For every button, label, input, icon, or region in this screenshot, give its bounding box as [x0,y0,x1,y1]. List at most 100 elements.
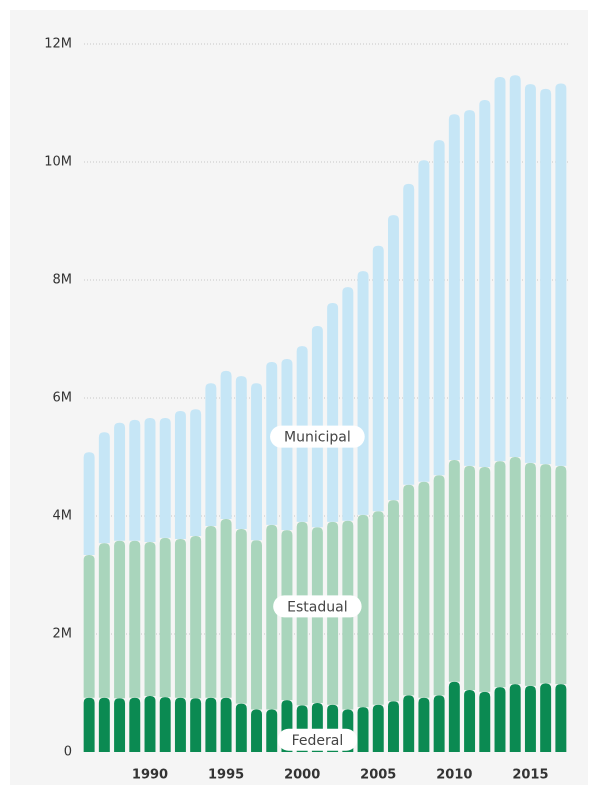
bar-segment [98,432,110,544]
bar-segment [205,697,217,752]
bar-segment [433,695,445,752]
bar-segment [555,83,567,466]
bar-segment [174,410,186,540]
bar-segment [266,709,278,752]
bar-segment [114,540,126,699]
x-tick-label: 1995 [208,768,244,783]
bar-segment [403,183,415,485]
series-label: Estadual [273,595,362,618]
bar-segment [418,481,430,698]
bar-segment [327,303,339,522]
y-tick-label: 12M [44,37,72,52]
bar-segment [555,684,567,752]
bar-segment [159,537,171,698]
bar-segment [357,514,369,708]
bar-segment [509,457,521,685]
bar-segment [388,701,399,752]
bar-segment [83,452,95,555]
bar-segment [174,697,186,752]
series-label-box [277,728,358,751]
bar-segment [494,461,506,688]
bar-segment [266,524,278,710]
y-tick-label: 4M [53,509,73,524]
bar-segment [190,409,202,537]
bar-segment [464,465,476,691]
bar-segment [372,704,384,752]
bar-segment [540,683,552,752]
bar-segment [464,110,476,466]
bar-segment [509,684,521,752]
y-tick-label: 0 [64,745,72,760]
series-label-box [273,595,362,618]
bar-segment [494,77,506,462]
bar-segment [205,383,217,527]
series-label: Federal [277,728,358,751]
bar-segment [524,462,536,686]
bar-segment [251,709,262,752]
series-label: Municipal [270,425,365,448]
bar-segment [190,536,202,699]
y-tick-label: 2M [53,627,73,642]
bar-segment [144,418,156,542]
bar-segment [403,484,415,696]
bar-segment [98,543,110,698]
series-label-box [270,425,365,448]
bar-segment [464,690,476,752]
bar-segment [251,383,262,541]
bar-segment [220,518,232,698]
bar-segment [235,528,247,704]
bar-segment [524,685,536,752]
bar-segment [479,100,491,468]
bar-segment [342,287,354,521]
bar-segment [524,84,536,463]
bar-segment [205,526,217,698]
bar-segment [433,475,445,696]
x-tick-label: 2010 [436,768,472,783]
bar-segment [418,697,430,752]
bar-segment [433,140,445,476]
bar-segment [83,554,95,698]
bar-segment [388,500,399,702]
bar-segment [555,465,567,685]
bar-segment [448,681,460,752]
bar-segment [159,418,171,538]
bar-segment [266,362,278,525]
y-tick-label: 8M [53,273,73,288]
bar-segment [357,707,369,752]
x-tick-label: 1990 [132,768,168,783]
bar-segment [114,422,126,541]
bar-segment [357,271,369,515]
bar-segment [190,698,202,752]
bar-segment [114,698,126,752]
bar-segment [403,695,415,752]
x-tick-label: 2005 [360,768,396,783]
bar-segment [479,467,491,692]
bar-segment [83,697,95,752]
series-name: Municipal [284,430,351,446]
bar-segment [388,215,399,501]
bar-segment [159,697,171,752]
bar-segment [448,114,460,460]
bar-segment [129,419,141,541]
bar-segment [479,691,491,752]
bar-segment [235,703,247,752]
bar-segment [129,540,141,698]
bar-segment [509,75,521,458]
bar-segment [448,459,460,682]
x-tick-label: 2015 [512,768,548,783]
bar-segment [235,376,247,529]
bar-segment [372,245,384,512]
bar-segment [98,697,110,752]
bar-segment [220,697,232,752]
bar-segment [540,88,552,465]
y-tick-label: 6M [53,391,73,406]
bar-segment [174,539,186,698]
y-tick-label: 10M [44,155,72,170]
bar-segment [494,687,506,752]
series-name: Federal [292,733,344,749]
bar-segment [540,464,552,684]
bar-segment [372,511,384,705]
bar-segment [220,370,232,519]
bar-segment [144,695,156,752]
